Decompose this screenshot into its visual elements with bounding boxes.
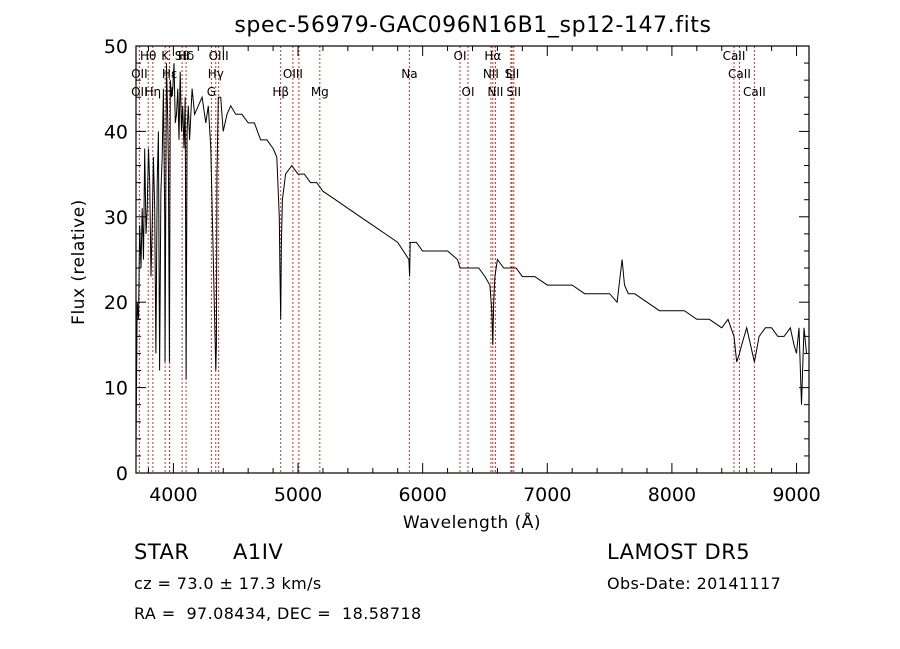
y-tick-label-30: 30	[104, 207, 128, 229]
line-label-r1-2: SII	[505, 67, 520, 81]
line-label-r2-3: G	[207, 85, 216, 99]
line-label-r1-0: OII	[131, 67, 148, 81]
y-tick-label-50: 50	[104, 36, 128, 58]
line-label-r0-5: Hα	[484, 49, 501, 63]
y-tick-label-20: 20	[104, 292, 128, 314]
spectral-line-markers	[138, 46, 755, 473]
object-subclass: A1IV	[233, 540, 284, 564]
spectrum-line	[135, 63, 807, 448]
redshift-velocity: cz = 73.0 ± 17.3 km/s	[134, 574, 322, 593]
line-label-r1-5: Na	[401, 67, 417, 81]
line-label-r1-4: OIII	[283, 67, 303, 81]
line-label-r2-1: Hη	[145, 85, 162, 99]
x-tick-label-4000: 4000	[149, 484, 197, 506]
y-tick-label-0: 0	[116, 463, 128, 485]
line-label-r2-6: OI	[462, 85, 475, 99]
object-class: STAR	[134, 540, 190, 564]
line-label-r0-3: OIII	[209, 49, 229, 63]
line-label-r0-0: Hθ	[140, 49, 156, 63]
x-tick-label-7000: 7000	[523, 484, 571, 506]
y-axis-ticks: 0 10 20 30 40 50	[104, 36, 809, 485]
line-label-r1-6: NII	[483, 67, 499, 81]
plot-frame	[135, 45, 810, 474]
survey-name: LAMOST DR5	[607, 540, 751, 564]
line-label-r2-5: Mg	[311, 85, 329, 99]
line-label-r2-4: Hβ	[272, 85, 289, 99]
x-axis-ticks: 4000 5000 6000 7000 8000 9000	[147, 46, 821, 506]
line-label-r2-8: SII	[506, 85, 521, 99]
observation-date: Obs-Date: 20141117	[607, 574, 782, 593]
line-label-r1-8: CaII	[728, 67, 751, 81]
x-tick-label-9000: 9000	[772, 484, 820, 506]
line-label-r1-3: Hγ	[208, 67, 224, 81]
line-label-r1-7: Li	[506, 67, 516, 81]
line-label-r2-2: H	[165, 85, 174, 99]
line-label-r1-1: Hε	[162, 67, 178, 81]
y-tick-label-10: 10	[104, 378, 128, 400]
x-tick-label-8000: 8000	[648, 484, 696, 506]
chart-title: spec-56979-GAC096N16B1_sp12-147.fits	[234, 13, 711, 38]
line-label-r0-4: OI	[454, 49, 467, 63]
line-label-r0-6: SII	[175, 49, 190, 63]
x-tick-label-6000: 6000	[398, 484, 446, 506]
line-label-r2-9: CaII	[743, 85, 766, 99]
x-axis-title: Wavelength (Å)	[403, 511, 541, 533]
y-axis-title: Flux (relative)	[69, 199, 89, 325]
y-tick-label-40: 40	[104, 121, 128, 143]
line-label-r2-7: NII	[487, 85, 503, 99]
line-label-r0-7: CaII	[723, 49, 746, 63]
coordinates: RA = 97.08434, DEC = 18.58718	[134, 604, 422, 623]
line-label-r2-0: OII	[131, 85, 148, 99]
line-label-r0-1: K	[161, 49, 170, 63]
line-label-r0-2: Hδ	[178, 49, 194, 63]
x-tick-label-5000: 5000	[274, 484, 322, 506]
